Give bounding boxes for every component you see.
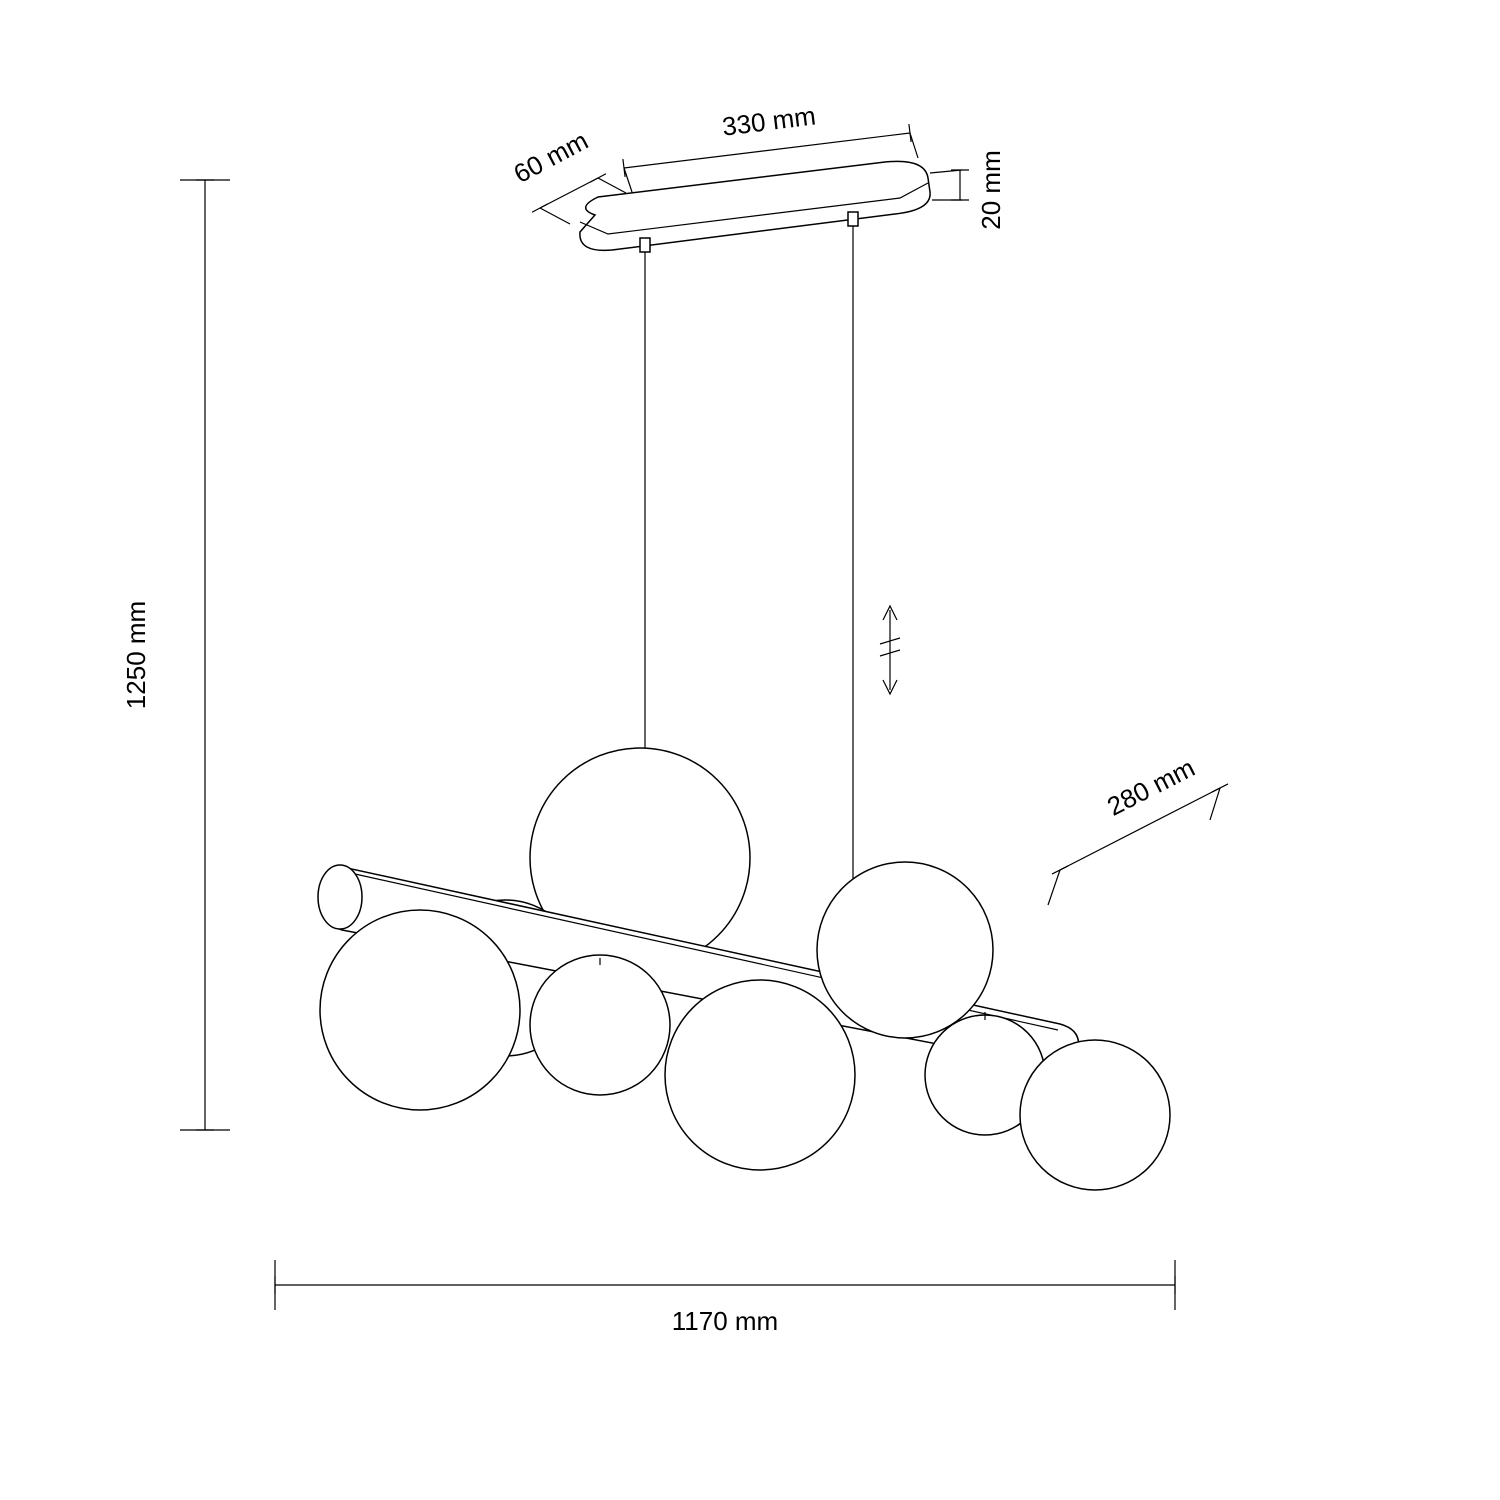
dim-canopy-height: 20 mm — [930, 150, 1006, 229]
pendant-lamp-dimension-diagram: 1250 mm 60 mm 330 mm 20 mm — [0, 0, 1500, 1500]
dim-total-width: 1170 mm — [275, 1260, 1175, 1336]
dim-label-canopy-length: 330 mm — [720, 100, 817, 141]
fixture — [318, 748, 1170, 1190]
dim-label-canopy-depth: 60 mm — [509, 125, 593, 189]
canopy — [580, 161, 930, 252]
dim-label-bar-depth: 280 mm — [1102, 752, 1199, 821]
dim-label-height: 1250 mm — [121, 601, 151, 709]
dim-label-canopy-height: 20 mm — [976, 150, 1006, 229]
dim-total-height: 1250 mm — [121, 180, 230, 1130]
adjustable-indicator — [880, 606, 900, 694]
dim-label-width: 1170 mm — [672, 1306, 778, 1336]
dim-bar-depth: 280 mm — [1048, 752, 1228, 905]
